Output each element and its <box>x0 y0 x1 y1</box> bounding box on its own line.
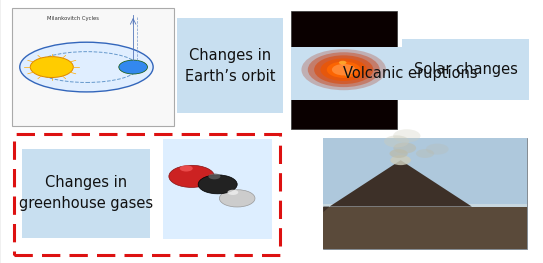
Circle shape <box>416 149 434 158</box>
Circle shape <box>393 143 416 154</box>
Circle shape <box>30 57 73 78</box>
Bar <box>324 138 527 249</box>
Bar <box>291 47 529 100</box>
Bar <box>177 18 283 113</box>
Circle shape <box>389 149 408 158</box>
Circle shape <box>209 173 220 179</box>
Circle shape <box>327 62 361 78</box>
Bar <box>14 134 280 255</box>
Circle shape <box>228 190 238 195</box>
Ellipse shape <box>20 42 153 92</box>
Circle shape <box>314 55 374 84</box>
Text: Changes in
greenhouse gases: Changes in greenhouse gases <box>19 175 153 211</box>
Polygon shape <box>330 160 472 206</box>
Circle shape <box>180 165 193 171</box>
Bar <box>163 139 272 239</box>
Circle shape <box>426 144 449 155</box>
Circle shape <box>320 58 367 81</box>
Bar <box>324 206 527 249</box>
Text: Volcanic eruptions: Volcanic eruptions <box>343 66 477 81</box>
Bar <box>291 11 396 129</box>
Circle shape <box>198 175 237 194</box>
Circle shape <box>332 64 356 75</box>
Circle shape <box>169 165 214 188</box>
Bar <box>11 8 174 126</box>
Bar <box>402 39 529 100</box>
Text: Milankovitch Cycles: Milankovitch Cycles <box>47 16 99 21</box>
Circle shape <box>384 135 409 148</box>
Text: Solar changes: Solar changes <box>414 62 517 77</box>
Circle shape <box>339 61 346 64</box>
Bar <box>22 149 150 238</box>
Circle shape <box>345 74 350 77</box>
Polygon shape <box>324 206 330 212</box>
Circle shape <box>308 52 380 87</box>
Circle shape <box>119 60 148 74</box>
Circle shape <box>390 155 411 165</box>
Circle shape <box>393 129 420 143</box>
Bar <box>324 138 527 210</box>
Bar <box>324 204 527 213</box>
Circle shape <box>301 49 386 90</box>
Text: Changes in
Earth’s orbit: Changes in Earth’s orbit <box>185 48 275 84</box>
Circle shape <box>219 190 255 207</box>
